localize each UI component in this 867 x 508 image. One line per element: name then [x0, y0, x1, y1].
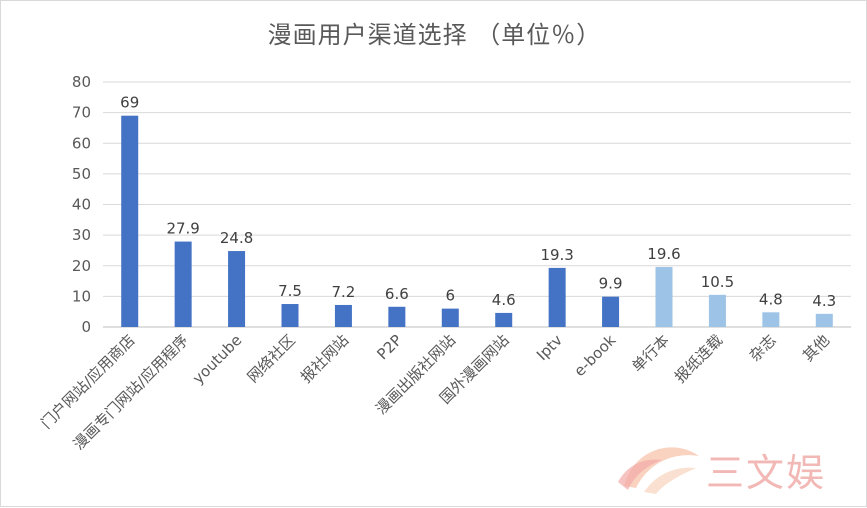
category-label: 杂志 — [746, 331, 780, 365]
bar — [495, 312, 513, 327]
data-label: 4.6 — [492, 291, 516, 309]
y-tick-label: 70 — [72, 104, 91, 122]
watermark-text: 三文娱 — [706, 451, 827, 495]
category-label: 网络社区 — [244, 331, 299, 386]
bar — [815, 313, 833, 327]
bar — [441, 308, 459, 327]
y-tick-label: 20 — [72, 257, 91, 275]
bar — [121, 115, 139, 327]
category-label: 其他 — [799, 331, 833, 365]
bar — [334, 304, 352, 327]
category-label: 单行本 — [628, 331, 673, 376]
data-label: 19.6 — [647, 245, 680, 263]
bar — [602, 296, 620, 327]
bar — [548, 267, 566, 327]
y-tick-label: 60 — [72, 134, 91, 152]
y-tick-label: 0 — [81, 318, 91, 336]
category-label: 报纸连载 — [671, 331, 726, 386]
category-label: Iptv — [533, 331, 566, 364]
category-label: 报社网站 — [297, 331, 352, 386]
chart-title: 漫画用户渠道选择 （单位％） — [267, 21, 602, 49]
category-label: e-book — [570, 331, 619, 380]
y-tick-label: 40 — [72, 196, 91, 214]
data-label: 24.8 — [220, 229, 253, 247]
bar — [281, 304, 299, 327]
bar — [174, 241, 192, 327]
category-label: youtube — [189, 331, 245, 387]
data-label: 4.8 — [759, 290, 783, 308]
watermark-logo: 三文娱 — [614, 438, 844, 498]
data-label: 7.5 — [278, 282, 302, 300]
data-label: 4.3 — [812, 292, 836, 310]
bar — [228, 251, 246, 327]
y-tick-label: 80 — [72, 73, 91, 91]
data-label: 9.9 — [599, 275, 623, 293]
watermark-swirl-icon — [618, 447, 699, 494]
y-tick-label: 10 — [72, 287, 91, 305]
data-label: 6 — [446, 287, 456, 305]
bar — [655, 266, 673, 327]
y-tick-label: 50 — [72, 165, 91, 183]
data-label: 19.3 — [540, 246, 573, 264]
data-label: 69 — [120, 94, 139, 112]
bar — [388, 306, 406, 327]
category-label: 门户网站/应用商店 — [37, 331, 138, 432]
bar — [708, 294, 726, 327]
data-label: 7.2 — [331, 283, 355, 301]
data-label: 27.9 — [166, 220, 199, 238]
y-tick-label: 30 — [72, 226, 91, 244]
data-label: 10.5 — [701, 273, 734, 291]
category-label: P2P — [373, 331, 405, 363]
data-label: 6.6 — [385, 285, 409, 303]
bar — [762, 312, 780, 327]
